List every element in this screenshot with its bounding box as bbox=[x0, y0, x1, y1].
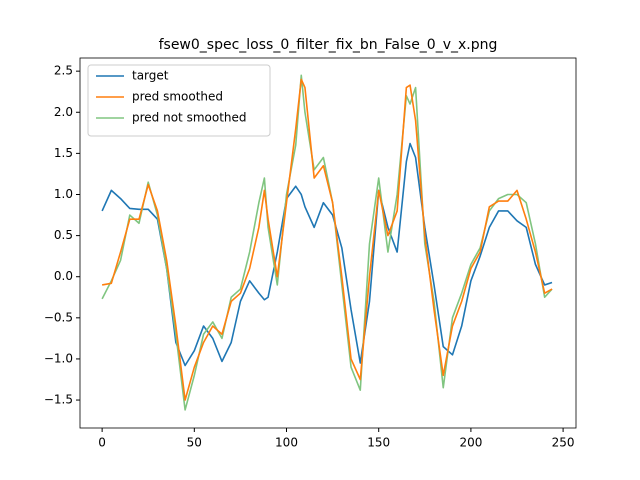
x-tick-label: 50 bbox=[187, 436, 202, 450]
y-tick-label: −1.5 bbox=[44, 393, 73, 407]
y-tick-label: 0.5 bbox=[54, 228, 73, 242]
y-tick-label: 0.0 bbox=[54, 269, 73, 283]
legend-label: pred smoothed bbox=[132, 90, 223, 104]
y-tick-label: 2.0 bbox=[54, 105, 73, 119]
y-tick-label: 1.5 bbox=[54, 146, 73, 160]
y-tick-label: −1.0 bbox=[44, 351, 73, 365]
legend-box bbox=[87, 64, 271, 137]
legend-label: target bbox=[132, 69, 169, 83]
x-tick-label: 0 bbox=[98, 436, 106, 450]
series-line bbox=[101, 74, 553, 411]
y-tick-label: 1.0 bbox=[54, 187, 73, 201]
x-tick-label: 150 bbox=[367, 436, 390, 450]
series-line bbox=[101, 142, 553, 367]
y-tick-label: −0.5 bbox=[44, 310, 73, 324]
x-tick-label: 200 bbox=[459, 436, 482, 450]
legend-label: pred not smoothed bbox=[132, 111, 247, 125]
series-line bbox=[101, 78, 553, 401]
x-tick-label: 100 bbox=[275, 436, 298, 450]
plot-frame bbox=[79, 57, 577, 429]
chart-title: fsew0_spec_loss_0_filter_fix_bn_False_0_… bbox=[159, 37, 498, 53]
x-tick-label: 250 bbox=[552, 436, 575, 450]
y-tick-label: 2.5 bbox=[54, 64, 73, 78]
